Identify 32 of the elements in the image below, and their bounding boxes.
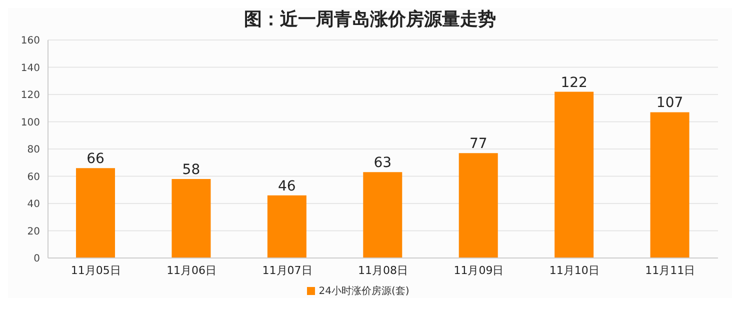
y-tick-label: 80 xyxy=(27,144,40,156)
x-tick-label: 11月10日 xyxy=(549,264,600,277)
data-label: 46 xyxy=(278,178,296,194)
data-label: 107 xyxy=(656,95,684,112)
y-tick-label: 120 xyxy=(20,90,40,102)
bar xyxy=(458,153,498,258)
data-label: 58 xyxy=(182,162,200,178)
data-label: 63 xyxy=(374,155,392,172)
x-tick-label: 11月09日 xyxy=(454,264,504,277)
data-label: 122 xyxy=(560,74,588,91)
bar xyxy=(267,195,306,258)
y-tick-label: 0 xyxy=(34,254,40,265)
bar xyxy=(76,168,115,258)
x-tick-label: 11月05日 xyxy=(70,264,121,277)
y-tick-label: 40 xyxy=(27,199,40,210)
x-tick-label: 11月08日 xyxy=(358,264,408,277)
y-tick-label: 20 xyxy=(27,226,40,238)
bar xyxy=(363,172,402,258)
bar xyxy=(650,112,690,258)
x-tick-label: 11月06日 xyxy=(166,264,217,277)
bar xyxy=(554,92,594,258)
bar xyxy=(172,178,211,258)
x-tick-label: 11月11日 xyxy=(645,264,696,277)
y-tick-label: 60 xyxy=(27,172,40,183)
y-tick-label: 100 xyxy=(20,117,40,128)
data-label: 77 xyxy=(469,136,488,152)
y-tick-label: 140 xyxy=(20,62,40,74)
y-tick-label: 160 xyxy=(20,36,40,47)
chart-title: 图：近一周青岛涨价房源量走势 xyxy=(243,8,497,32)
x-tick-label: 11月07日 xyxy=(262,264,312,277)
legend-label: 24小时涨价房源(套) xyxy=(318,286,410,297)
data-label: 66 xyxy=(86,151,104,168)
